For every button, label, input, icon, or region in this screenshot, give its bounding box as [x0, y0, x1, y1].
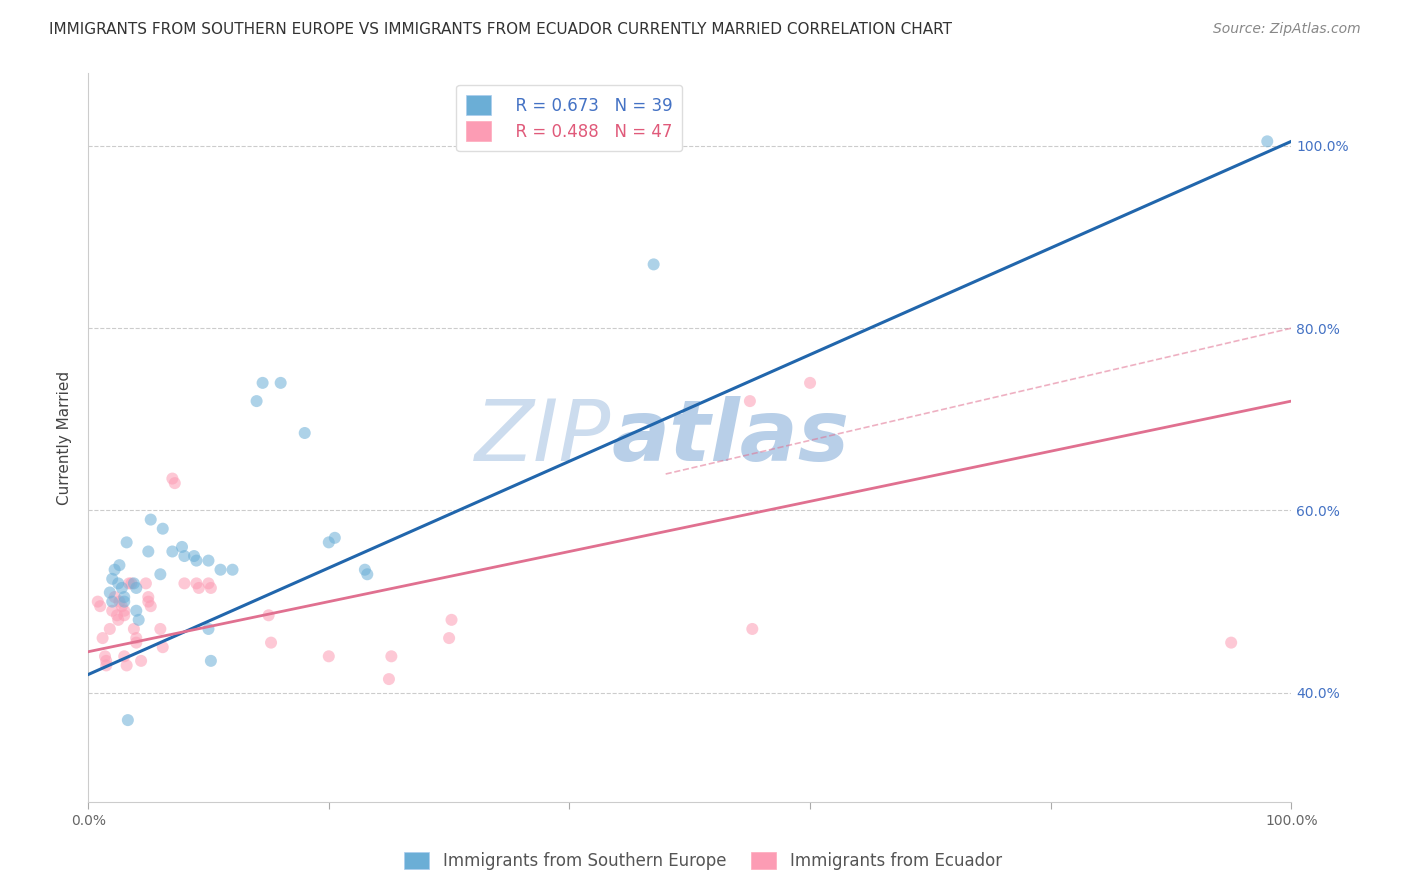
Point	[318, 535, 340, 549]
Point	[101, 572, 124, 586]
Point	[121, 576, 143, 591]
Point	[125, 604, 148, 618]
Point	[122, 576, 145, 591]
Point	[643, 257, 665, 271]
Point	[115, 658, 138, 673]
Point	[125, 631, 148, 645]
Point	[200, 654, 222, 668]
Point	[136, 544, 159, 558]
Text: ZIP: ZIP	[475, 396, 612, 479]
Point	[112, 590, 135, 604]
Point	[799, 376, 821, 390]
Point	[200, 581, 222, 595]
Point	[152, 640, 174, 655]
Point	[260, 635, 283, 649]
Point	[1220, 635, 1243, 649]
Point	[98, 585, 121, 599]
Point	[162, 472, 184, 486]
Point	[107, 613, 129, 627]
Point	[270, 376, 292, 390]
Point	[135, 576, 157, 591]
Point	[96, 658, 118, 673]
Point	[139, 512, 162, 526]
Point	[246, 394, 269, 409]
Point	[125, 581, 148, 595]
Point	[186, 553, 208, 567]
Point	[125, 635, 148, 649]
Point	[209, 563, 232, 577]
Point	[294, 425, 316, 440]
Point	[149, 622, 172, 636]
Point	[101, 594, 124, 608]
Point	[129, 654, 152, 668]
Point	[115, 535, 138, 549]
Point	[170, 540, 193, 554]
Point	[136, 590, 159, 604]
Point	[318, 649, 340, 664]
Point	[94, 649, 117, 664]
Point	[91, 631, 114, 645]
Text: atlas: atlas	[612, 396, 849, 479]
Point	[437, 631, 460, 645]
Point	[87, 594, 110, 608]
Point	[186, 576, 208, 591]
Point	[128, 613, 150, 627]
Point	[112, 649, 135, 664]
Point	[89, 599, 111, 614]
Point	[440, 613, 463, 627]
Point	[98, 622, 121, 636]
Point	[104, 590, 127, 604]
Point	[112, 604, 135, 618]
Point	[1256, 134, 1278, 148]
Point	[356, 567, 378, 582]
Point	[163, 476, 186, 491]
Point	[257, 608, 280, 623]
Point	[105, 608, 128, 623]
Point	[118, 576, 141, 591]
Point	[152, 522, 174, 536]
Point	[112, 594, 135, 608]
Point	[112, 608, 135, 623]
Point	[252, 376, 274, 390]
Point	[738, 394, 761, 409]
Point	[323, 531, 346, 545]
Point	[197, 622, 219, 636]
Text: IMMIGRANTS FROM SOUTHERN EUROPE VS IMMIGRANTS FROM ECUADOR CURRENTLY MARRIED COR: IMMIGRANTS FROM SOUTHERN EUROPE VS IMMIG…	[49, 22, 952, 37]
Point	[111, 599, 134, 614]
Point	[378, 672, 401, 686]
Point	[108, 594, 131, 608]
Point	[197, 553, 219, 567]
Point	[122, 622, 145, 636]
Point	[741, 622, 763, 636]
Legend: Immigrants from Southern Europe, Immigrants from Ecuador: Immigrants from Southern Europe, Immigra…	[398, 845, 1008, 877]
Y-axis label: Currently Married: Currently Married	[58, 370, 72, 505]
Point	[108, 558, 131, 573]
Point	[187, 581, 209, 595]
Point	[380, 649, 402, 664]
Point	[197, 576, 219, 591]
Point	[117, 713, 139, 727]
Point	[136, 594, 159, 608]
Point	[162, 544, 184, 558]
Text: Source: ZipAtlas.com: Source: ZipAtlas.com	[1213, 22, 1361, 37]
Point	[96, 654, 118, 668]
Point	[111, 581, 134, 595]
Point	[101, 604, 124, 618]
Point	[139, 599, 162, 614]
Point	[149, 567, 172, 582]
Point	[107, 576, 129, 591]
Point	[104, 563, 127, 577]
Point	[173, 576, 195, 591]
Point	[173, 549, 195, 563]
Point	[354, 563, 377, 577]
Point	[183, 549, 205, 563]
Legend:   R = 0.673   N = 39,   R = 0.488   N = 47: R = 0.673 N = 39, R = 0.488 N = 47	[457, 85, 682, 152]
Point	[221, 563, 243, 577]
